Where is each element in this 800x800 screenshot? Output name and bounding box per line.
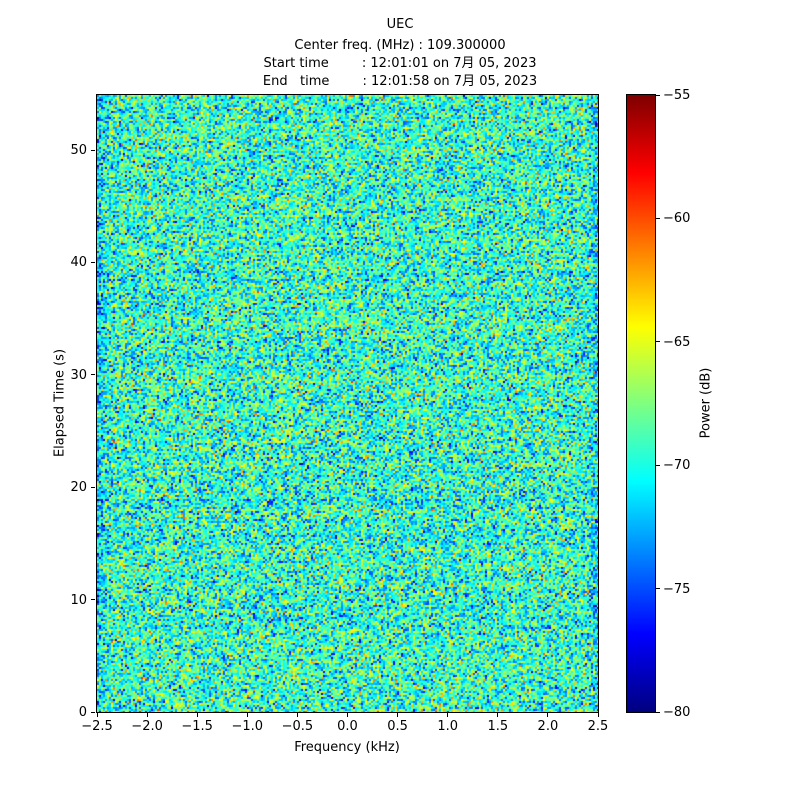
y-tick-label: 40: [70, 255, 87, 271]
x-tick-mark: [96, 713, 98, 717]
x-tick-mark: [447, 713, 449, 717]
end-time-line: End time : 12:01:58 on 7月 05, 2023: [262, 74, 538, 89]
x-tick-label: 1.0: [437, 719, 459, 734]
x-tick-label: 1.5: [487, 719, 509, 734]
x-tick-mark: [397, 713, 399, 717]
y-tick-mark: [91, 261, 95, 263]
x-tick-label: −0.5: [281, 719, 314, 734]
x-tick-label: 0.5: [387, 719, 408, 734]
x-tick-mark: [196, 713, 198, 717]
chart-title: UEC: [386, 17, 414, 32]
y-tick-label: 10: [70, 592, 87, 608]
center-frequency-line: Center freq. (MHz) : 109.300000: [294, 38, 506, 53]
y-tick-mark: [91, 149, 95, 151]
y-tick-label: 0: [78, 705, 87, 720]
x-tick-label: 2.5: [587, 719, 609, 734]
x-tick-label: −1.0: [231, 719, 264, 734]
x-tick-mark: [497, 713, 499, 717]
x-tick-label: −1.5: [181, 719, 213, 734]
y-tick-label: 50: [70, 143, 87, 159]
x-axis-label: Frequency (kHz): [294, 740, 400, 755]
colorbar-tick-mark: [656, 711, 660, 713]
colorbar-tick-mark: [656, 94, 660, 96]
y-tick-mark: [91, 374, 95, 376]
colorbar-tick-label: −55: [663, 88, 691, 103]
colorbar-tick-mark: [656, 341, 660, 343]
colorbar-tick-mark: [656, 588, 660, 590]
y-tick-mark: [91, 486, 95, 488]
x-tick-label: −2.5: [81, 719, 113, 734]
colorbar-tick-label: −70: [663, 458, 691, 474]
x-tick-label: 2.0: [537, 719, 559, 734]
colorbar-tick-mark: [656, 464, 660, 466]
colorbar-tick-label: −65: [663, 334, 691, 350]
x-tick-mark: [547, 713, 549, 717]
x-tick-mark: [146, 713, 148, 717]
colorbar-tick-mark: [656, 217, 660, 219]
start-time-line: Start time : 12:01:01 on 7月 05, 2023: [263, 56, 537, 71]
heatmap-canvas: [97, 95, 598, 712]
x-tick-mark: [246, 713, 248, 717]
colorbar-tick-label: −60: [663, 211, 691, 227]
x-tick-mark: [347, 713, 348, 717]
colorbar-tick-label: −75: [663, 581, 691, 597]
colorbar: [626, 94, 656, 713]
x-tick-mark: [597, 713, 599, 717]
y-axis-label: Elapsed Time (s): [52, 348, 68, 458]
y-tick-mark: [91, 711, 95, 713]
y-tick-label: 30: [70, 367, 87, 383]
colorbar-canvas: [627, 95, 655, 712]
colorbar-label: Power (dB): [698, 367, 714, 439]
x-tick-label: −2.0: [131, 719, 163, 734]
y-tick-mark: [91, 599, 95, 601]
colorbar-tick-label: −80: [663, 705, 691, 720]
x-tick-mark: [296, 713, 298, 717]
x-tick-label: 0.0: [337, 719, 358, 734]
y-tick-label: 20: [70, 480, 87, 496]
plot-area: [96, 94, 599, 713]
